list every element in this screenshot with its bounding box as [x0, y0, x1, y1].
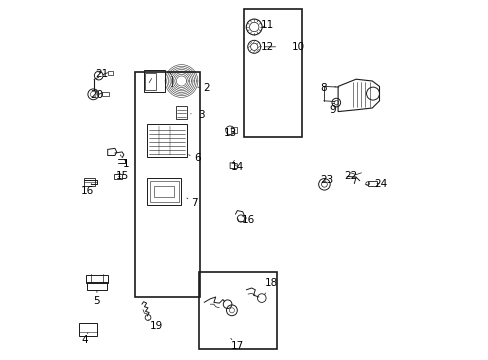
Text: 16: 16: [81, 186, 94, 196]
Bar: [244, 9, 302, 137]
Text: 10: 10: [291, 42, 305, 52]
Text: 2: 2: [203, 83, 209, 93]
Text: 17: 17: [230, 341, 244, 351]
Bar: [367, 181, 376, 186]
Text: 13: 13: [223, 128, 236, 138]
Text: 9: 9: [329, 105, 335, 115]
Text: 21: 21: [96, 69, 109, 79]
Polygon shape: [230, 163, 237, 168]
Text: 18: 18: [264, 278, 278, 288]
Polygon shape: [337, 79, 379, 112]
Bar: [86, 275, 107, 283]
Text: 11: 11: [261, 20, 274, 30]
Text: 7: 7: [190, 198, 197, 208]
Text: 8: 8: [320, 83, 326, 93]
Text: 19: 19: [149, 321, 163, 331]
Bar: [150, 181, 178, 202]
Bar: [230, 127, 237, 133]
Bar: [147, 178, 181, 205]
Bar: [199, 272, 276, 349]
Text: 5: 5: [93, 296, 100, 306]
Bar: [87, 282, 106, 290]
Text: 15: 15: [115, 171, 128, 181]
Text: 4: 4: [81, 335, 87, 345]
Text: 22: 22: [344, 171, 357, 181]
Bar: [79, 323, 97, 336]
Text: 12: 12: [261, 42, 274, 52]
Bar: [145, 73, 156, 90]
Text: 1: 1: [122, 159, 129, 169]
Bar: [143, 70, 165, 92]
Text: 16: 16: [241, 215, 254, 225]
Bar: [147, 124, 186, 157]
Text: 24: 24: [374, 179, 387, 189]
Bar: [114, 174, 122, 179]
Text: 20: 20: [90, 90, 103, 100]
Text: 6: 6: [194, 153, 201, 163]
Text: 23: 23: [320, 175, 333, 185]
Bar: [102, 92, 109, 96]
Text: 3: 3: [198, 110, 204, 120]
Bar: [154, 186, 174, 197]
Bar: [84, 178, 95, 186]
Text: 14: 14: [230, 162, 244, 172]
Bar: [176, 106, 186, 119]
Bar: [134, 72, 199, 297]
Bar: [107, 71, 113, 75]
